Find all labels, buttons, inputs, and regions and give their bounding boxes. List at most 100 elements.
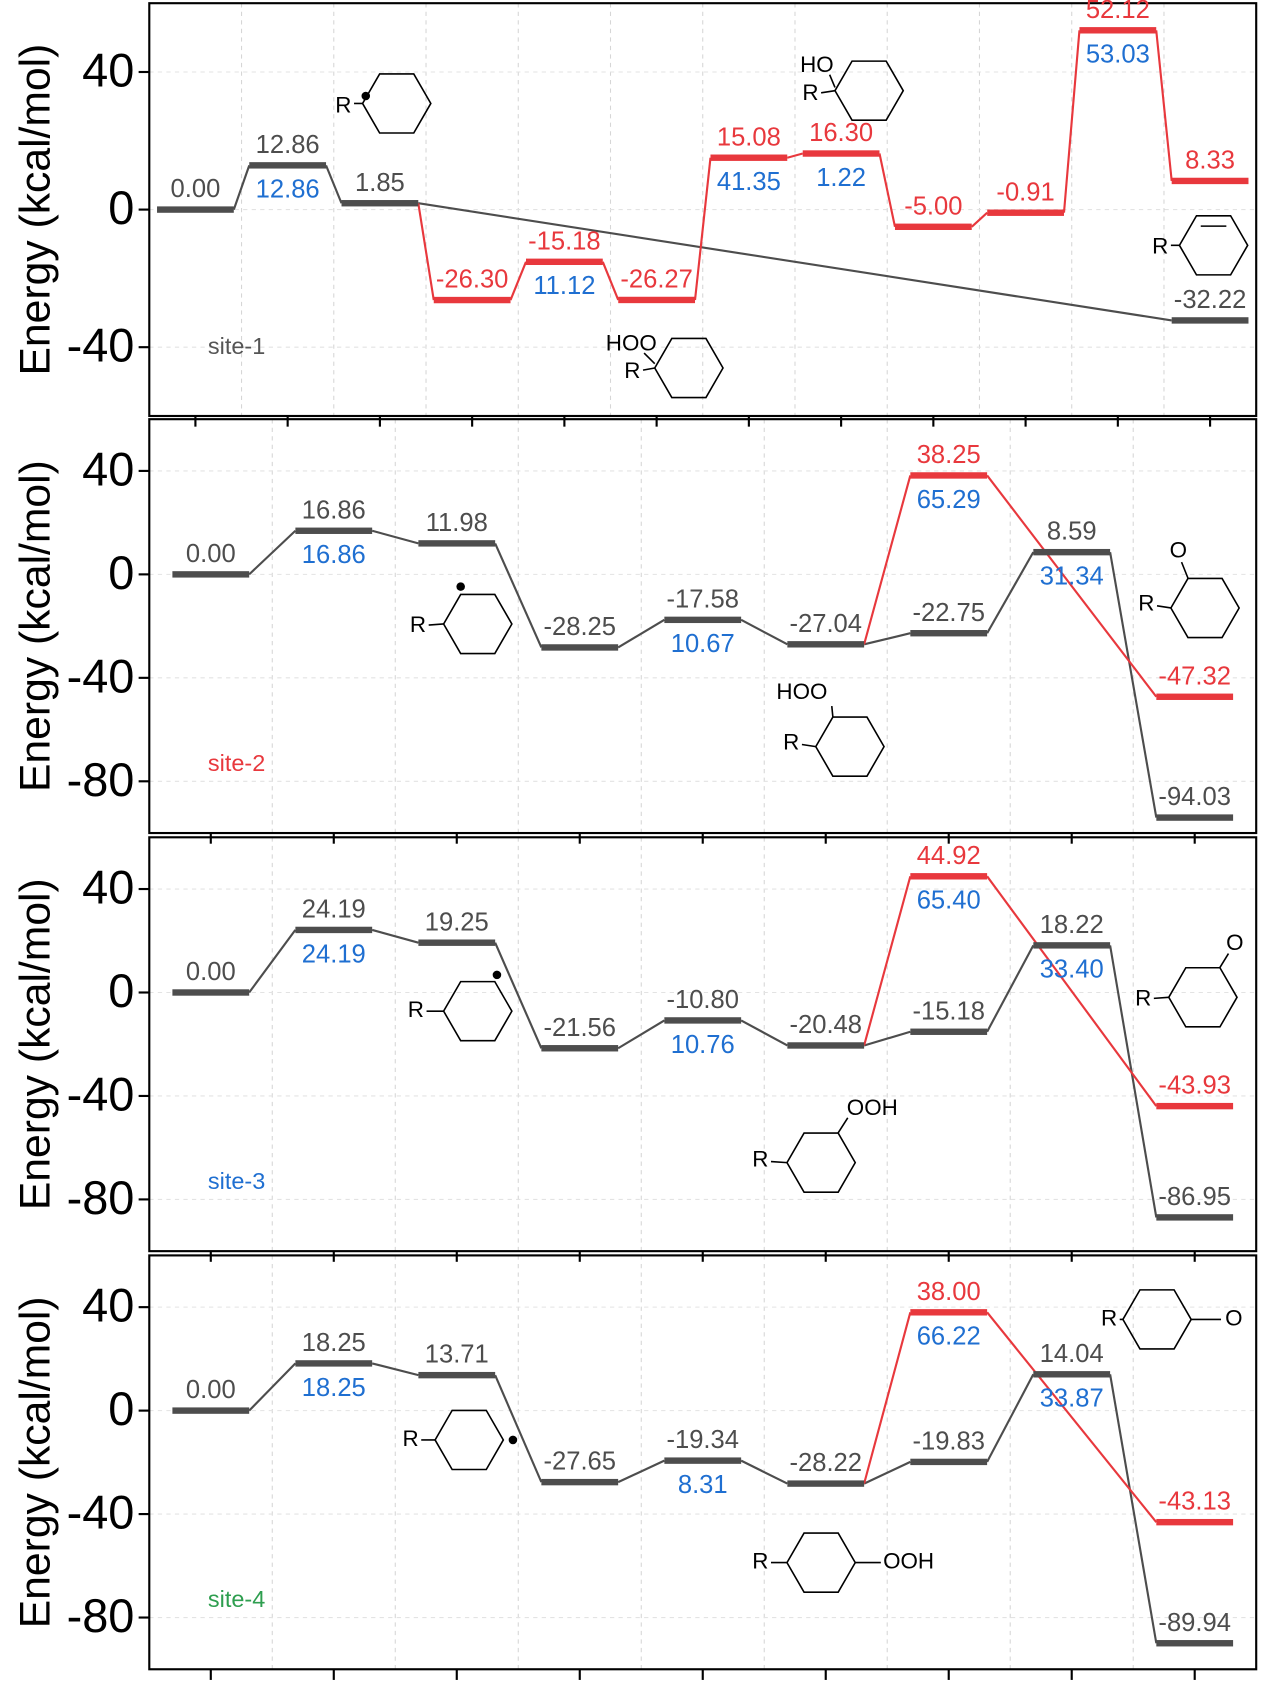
bond: [642, 367, 655, 371]
energy-level: [1156, 1518, 1234, 1526]
y-tick-label: 40: [82, 1280, 134, 1332]
level-label: 8.59: [1047, 518, 1097, 546]
barrier-label: 24.19: [302, 940, 366, 968]
barrier-label: 10.67: [671, 630, 735, 658]
level-label: -22.75: [912, 599, 985, 627]
barrier-label: 65.40: [917, 887, 981, 915]
structure-label: R: [624, 358, 640, 383]
energy-level: [295, 527, 373, 534]
connector: [1109, 551, 1158, 818]
energy-level: [787, 1042, 865, 1049]
radical-dot: [456, 582, 465, 591]
level-label: 0.00: [171, 175, 221, 203]
connector: [786, 152, 804, 159]
connector: [248, 529, 297, 576]
energy-level: [418, 939, 496, 946]
level-label: 16.30: [809, 119, 873, 147]
level-label: -15.18: [912, 997, 985, 1025]
barrier-label: 12.86: [256, 176, 320, 204]
level-label: 38.00: [917, 1278, 981, 1306]
energy-level: [541, 1045, 619, 1052]
energy-level: [910, 472, 988, 479]
level-label: -15.18: [528, 227, 601, 255]
level-label: 18.22: [1040, 911, 1104, 939]
structure-label: R: [1101, 1305, 1117, 1330]
barrier-label: 53.03: [1086, 41, 1150, 69]
level-label: 18.25: [302, 1329, 366, 1357]
energy-level: [910, 1028, 988, 1035]
connector: [986, 1311, 1158, 1523]
level-label: -43.13: [1158, 1488, 1231, 1516]
energy-level: [910, 630, 988, 637]
energy-level: [172, 1407, 250, 1414]
y-tick-label: -40: [67, 1487, 135, 1539]
barrier-label: 11.12: [533, 272, 595, 300]
energy-level: [1156, 1214, 1234, 1221]
level-label: 11.98: [426, 509, 488, 537]
bond: [1180, 561, 1189, 579]
structure-label: R: [335, 93, 351, 118]
level-label: -26.30: [436, 266, 509, 294]
bond: [828, 74, 836, 88]
connector: [601, 261, 620, 301]
level-label: -28.25: [543, 613, 616, 641]
level-label: -20.48: [789, 1011, 862, 1039]
level-label: 52.12: [1086, 0, 1150, 24]
y-tick-label: 40: [82, 443, 134, 495]
connector: [371, 529, 419, 545]
energy-level: [618, 296, 696, 304]
site-label: site-4: [208, 1586, 265, 1612]
radical-dot: [508, 1435, 518, 1445]
energy-level: [1156, 814, 1234, 821]
barrier-label: 18.25: [302, 1374, 366, 1402]
connector: [617, 1019, 665, 1050]
connector: [1109, 1374, 1158, 1644]
connector: [740, 618, 788, 646]
energy-level: [1033, 548, 1111, 556]
structure-label: R: [402, 1426, 418, 1451]
level-label: -10.80: [666, 986, 739, 1014]
connector: [986, 1373, 1035, 1463]
structure-label: R: [752, 1146, 768, 1171]
energy-level: [1033, 942, 1111, 949]
level-label: -21.56: [543, 1014, 616, 1042]
connector: [418, 202, 1172, 322]
connector: [325, 164, 343, 204]
energy-level: [525, 258, 603, 266]
barrier-label: 33.40: [1040, 956, 1104, 984]
connector: [248, 929, 297, 994]
structure-label: HOO: [776, 679, 827, 704]
structure-label: R: [1152, 233, 1168, 258]
y-tick-label: -40: [67, 650, 135, 702]
bond: [428, 623, 444, 626]
level-label: -0.91: [996, 178, 1054, 206]
energy-level: [787, 641, 865, 648]
connector: [232, 165, 251, 210]
energy-level: [1079, 27, 1157, 34]
y-axis-label: Energy (kcal/mol): [12, 1296, 60, 1628]
connector: [248, 1362, 297, 1412]
connector: [494, 942, 543, 1049]
level-label: 8.33: [1185, 147, 1235, 175]
structure-label: O: [1170, 537, 1187, 562]
structure-label: R: [802, 80, 818, 105]
y-axis-label: Energy (kcal/mol): [12, 460, 60, 792]
energy-level: [910, 873, 988, 880]
bond: [770, 1160, 788, 1164]
connector: [371, 928, 419, 944]
site-label: site-3: [208, 1168, 265, 1194]
energy-level: [172, 989, 250, 996]
y-tick-label: -80: [67, 1590, 135, 1642]
connector: [1155, 30, 1173, 182]
energy-level: [295, 926, 373, 934]
connector: [693, 157, 712, 301]
energy-level: [710, 154, 788, 161]
y-tick-label: -80: [67, 1172, 135, 1224]
structure-label: R: [1135, 985, 1151, 1010]
energy-level: [894, 223, 972, 230]
structure-label: R: [1138, 591, 1154, 616]
connector: [986, 474, 1158, 698]
barrier-label: 31.34: [1040, 563, 1104, 591]
connector: [986, 944, 1035, 1033]
y-tick-label: 0: [108, 547, 134, 599]
